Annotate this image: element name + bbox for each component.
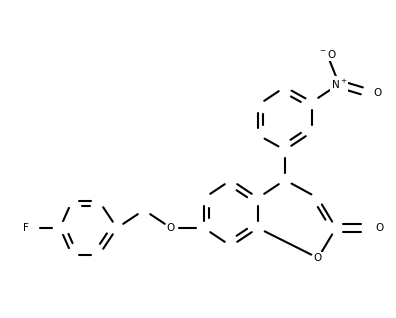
Text: O: O bbox=[374, 88, 382, 98]
Text: $^-$O: $^-$O bbox=[318, 48, 337, 60]
Text: O: O bbox=[167, 223, 175, 233]
Text: O: O bbox=[375, 223, 384, 233]
Text: N$^+$: N$^+$ bbox=[331, 78, 347, 91]
Text: F: F bbox=[23, 223, 29, 233]
Text: O: O bbox=[314, 253, 322, 263]
